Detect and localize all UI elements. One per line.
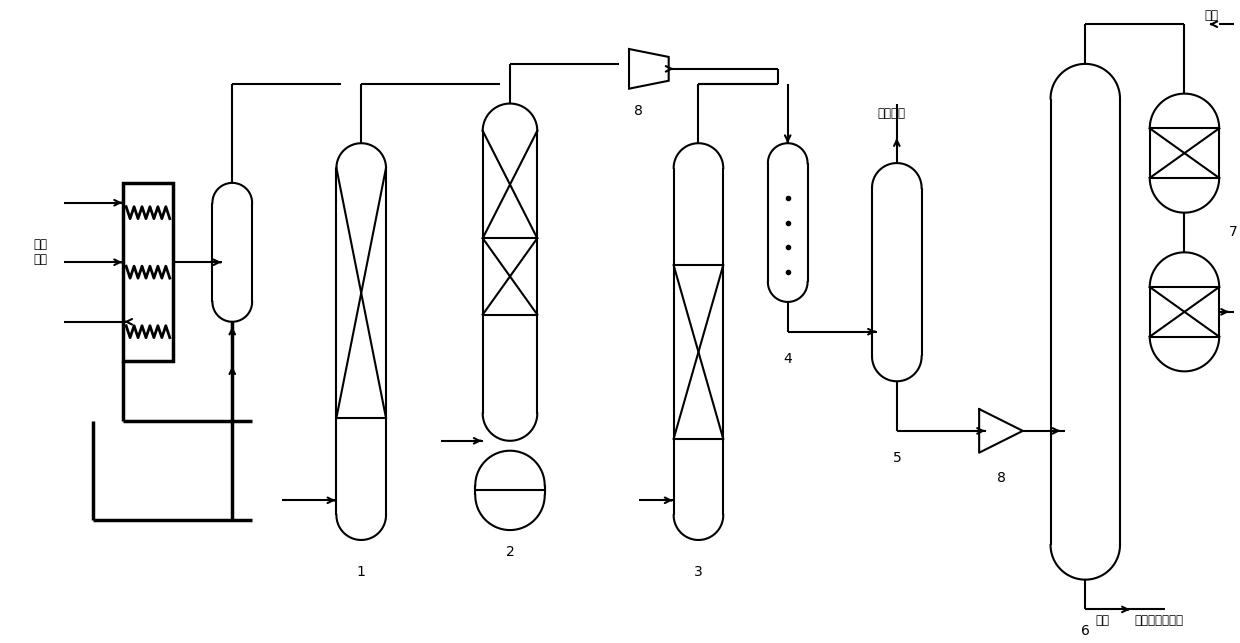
Text: 去后续分离系统: 去后续分离系统 (1135, 614, 1184, 628)
Text: 8: 8 (997, 471, 1006, 485)
Text: 7: 7 (1229, 226, 1238, 239)
Text: 稀释
蒸汽: 稀释 蒸汽 (33, 239, 48, 266)
Text: 6: 6 (1081, 624, 1090, 638)
Bar (123, 183, 172, 361)
Text: 甲烷、氢: 甲烷、氢 (877, 107, 905, 120)
Text: 2: 2 (506, 545, 515, 559)
Text: 碳三: 碳三 (1095, 614, 1110, 628)
Text: 氢气: 氢气 (1204, 10, 1219, 23)
Text: 1: 1 (357, 565, 366, 579)
Text: 8: 8 (635, 104, 644, 118)
Text: 3: 3 (694, 565, 703, 579)
Text: 4: 4 (784, 352, 792, 365)
Text: 5: 5 (893, 451, 901, 465)
Polygon shape (629, 49, 668, 89)
